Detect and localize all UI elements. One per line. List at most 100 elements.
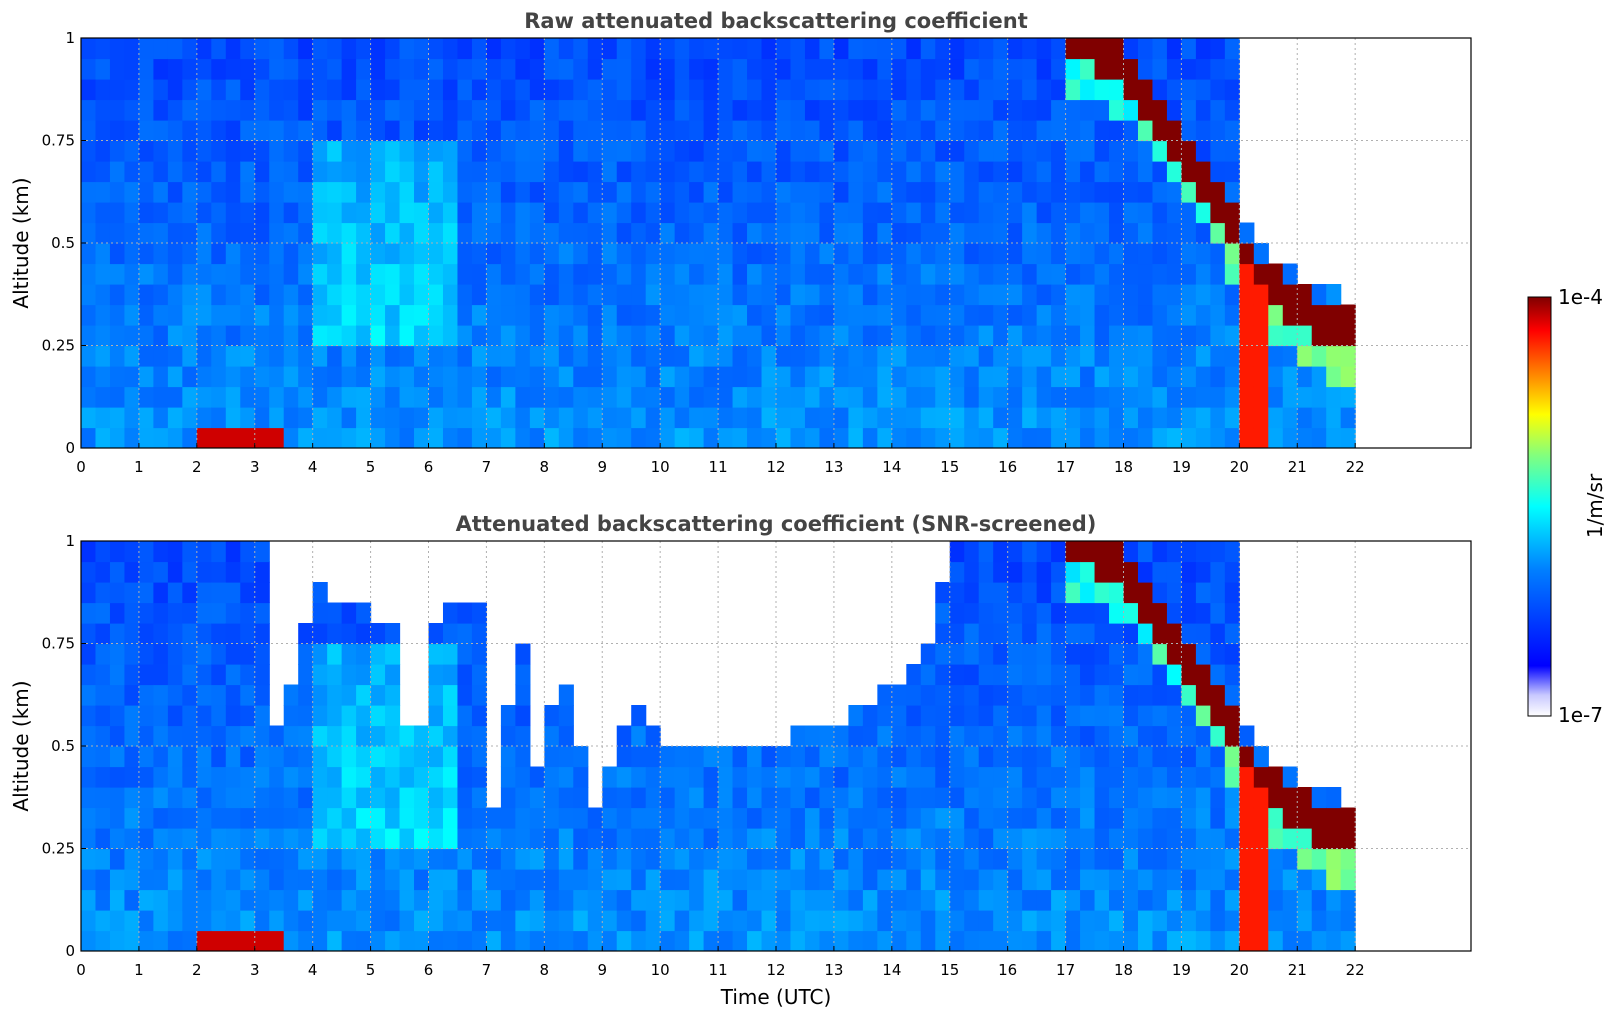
heatmap-cell [486,222,502,244]
heatmap-cell [747,263,763,285]
heatmap-cell [81,623,97,645]
heatmap-cell [674,345,690,367]
heatmap-cell [993,386,1009,408]
heatmap-cell [689,807,705,829]
heatmap-cell [356,284,372,306]
heatmap-cell [804,140,821,162]
heatmap-cell [1210,787,1226,809]
heatmap-cell [240,140,256,162]
heatmap-cell [298,366,314,388]
heatmap-cell [124,407,140,429]
heatmap-cell [631,263,647,285]
heatmap-cell [95,807,111,829]
heatmap-cell [877,930,893,951]
x-tick-label: 7 [482,961,492,979]
heatmap-cell [81,345,97,367]
heatmap-cell [81,746,97,768]
heatmap-cell [1080,561,1096,583]
heatmap-cell [356,161,372,183]
heatmap-cell [356,427,372,448]
heatmap-cell [1007,222,1023,244]
heatmap-cell [1094,181,1110,203]
heatmap-cell [631,345,647,367]
heatmap-cell [486,79,502,101]
heatmap-cell [862,38,878,60]
heatmap-cell [587,222,603,244]
heatmap-cell [500,787,516,809]
heatmap-cell [1282,407,1298,429]
heatmap-cell [689,263,705,285]
heatmap-cell [196,643,212,665]
heatmap-cell [703,427,719,448]
heatmap-cell [211,263,227,285]
heatmap-cell [1282,828,1298,850]
heatmap-cell [457,427,473,448]
heatmap-cell [906,99,922,121]
heatmap-cell [848,120,864,142]
heatmap-cell [877,243,893,265]
heatmap-cell [1007,345,1023,367]
heatmap-cell [370,910,386,932]
heatmap-cell [790,140,806,162]
heatmap-cell [790,58,806,80]
heatmap-cell [558,345,574,367]
heatmap-cell [95,582,111,604]
heatmap-cell [471,869,488,891]
heatmap-cell [819,181,835,203]
heatmap-cell [81,766,97,788]
heatmap-cell [1311,930,1327,951]
heatmap-cell [1080,243,1096,265]
heatmap-cell [978,222,994,244]
heatmap-cell [414,222,430,244]
heatmap-cell [298,202,314,224]
heatmap-cell [341,910,357,932]
heatmap-cell [428,705,444,727]
heatmap-cell [949,325,965,347]
heatmap-cell [689,284,705,306]
heatmap-cell [109,602,126,624]
heatmap-cell [602,58,618,80]
heatmap-cell [442,79,459,101]
heatmap-cell [747,910,763,932]
heatmap-cell [1340,407,1356,429]
heatmap-cell [935,222,951,244]
heatmap-cell [587,325,603,347]
heatmap-cell [1166,787,1183,809]
heatmap-cell [1036,325,1052,347]
heatmap-cell [1268,427,1284,448]
y-tick-label: 1 [65,29,75,47]
heatmap-cell [747,807,763,829]
heatmap-cell [211,807,227,829]
heatmap-cell [138,263,154,285]
heatmap-cell [703,140,719,162]
heatmap-cell [1065,869,1081,891]
heatmap-cell [1080,766,1096,788]
heatmap-cell [993,623,1009,645]
x-tick-label: 12 [766,961,785,979]
heatmap-cell [471,602,488,624]
heatmap-cell [906,930,922,951]
heatmap-cell [732,120,748,142]
x-tick-label: 15 [940,458,959,476]
heatmap-cell [312,304,328,326]
heatmap-cell [428,828,444,850]
heatmap-cell [414,869,430,891]
heatmap-cell [500,869,516,891]
heatmap-cell [645,263,661,285]
heatmap-cell [645,807,661,829]
heatmap-cell [1051,79,1067,101]
heatmap-cell [862,263,878,285]
heatmap-cell [964,664,980,686]
heatmap-cell [1224,243,1240,265]
heatmap-cell [833,828,849,850]
heatmap-cell [573,140,589,162]
heatmap-cell [703,243,719,265]
heatmap-cell [515,807,531,829]
heatmap-cell [848,38,864,60]
heatmap-cell [819,120,835,142]
heatmap-cell [515,202,531,224]
heatmap-cell [225,766,241,788]
heatmap-cell [327,602,343,624]
heatmap-cell [544,427,560,448]
heatmap-cell [356,263,372,285]
